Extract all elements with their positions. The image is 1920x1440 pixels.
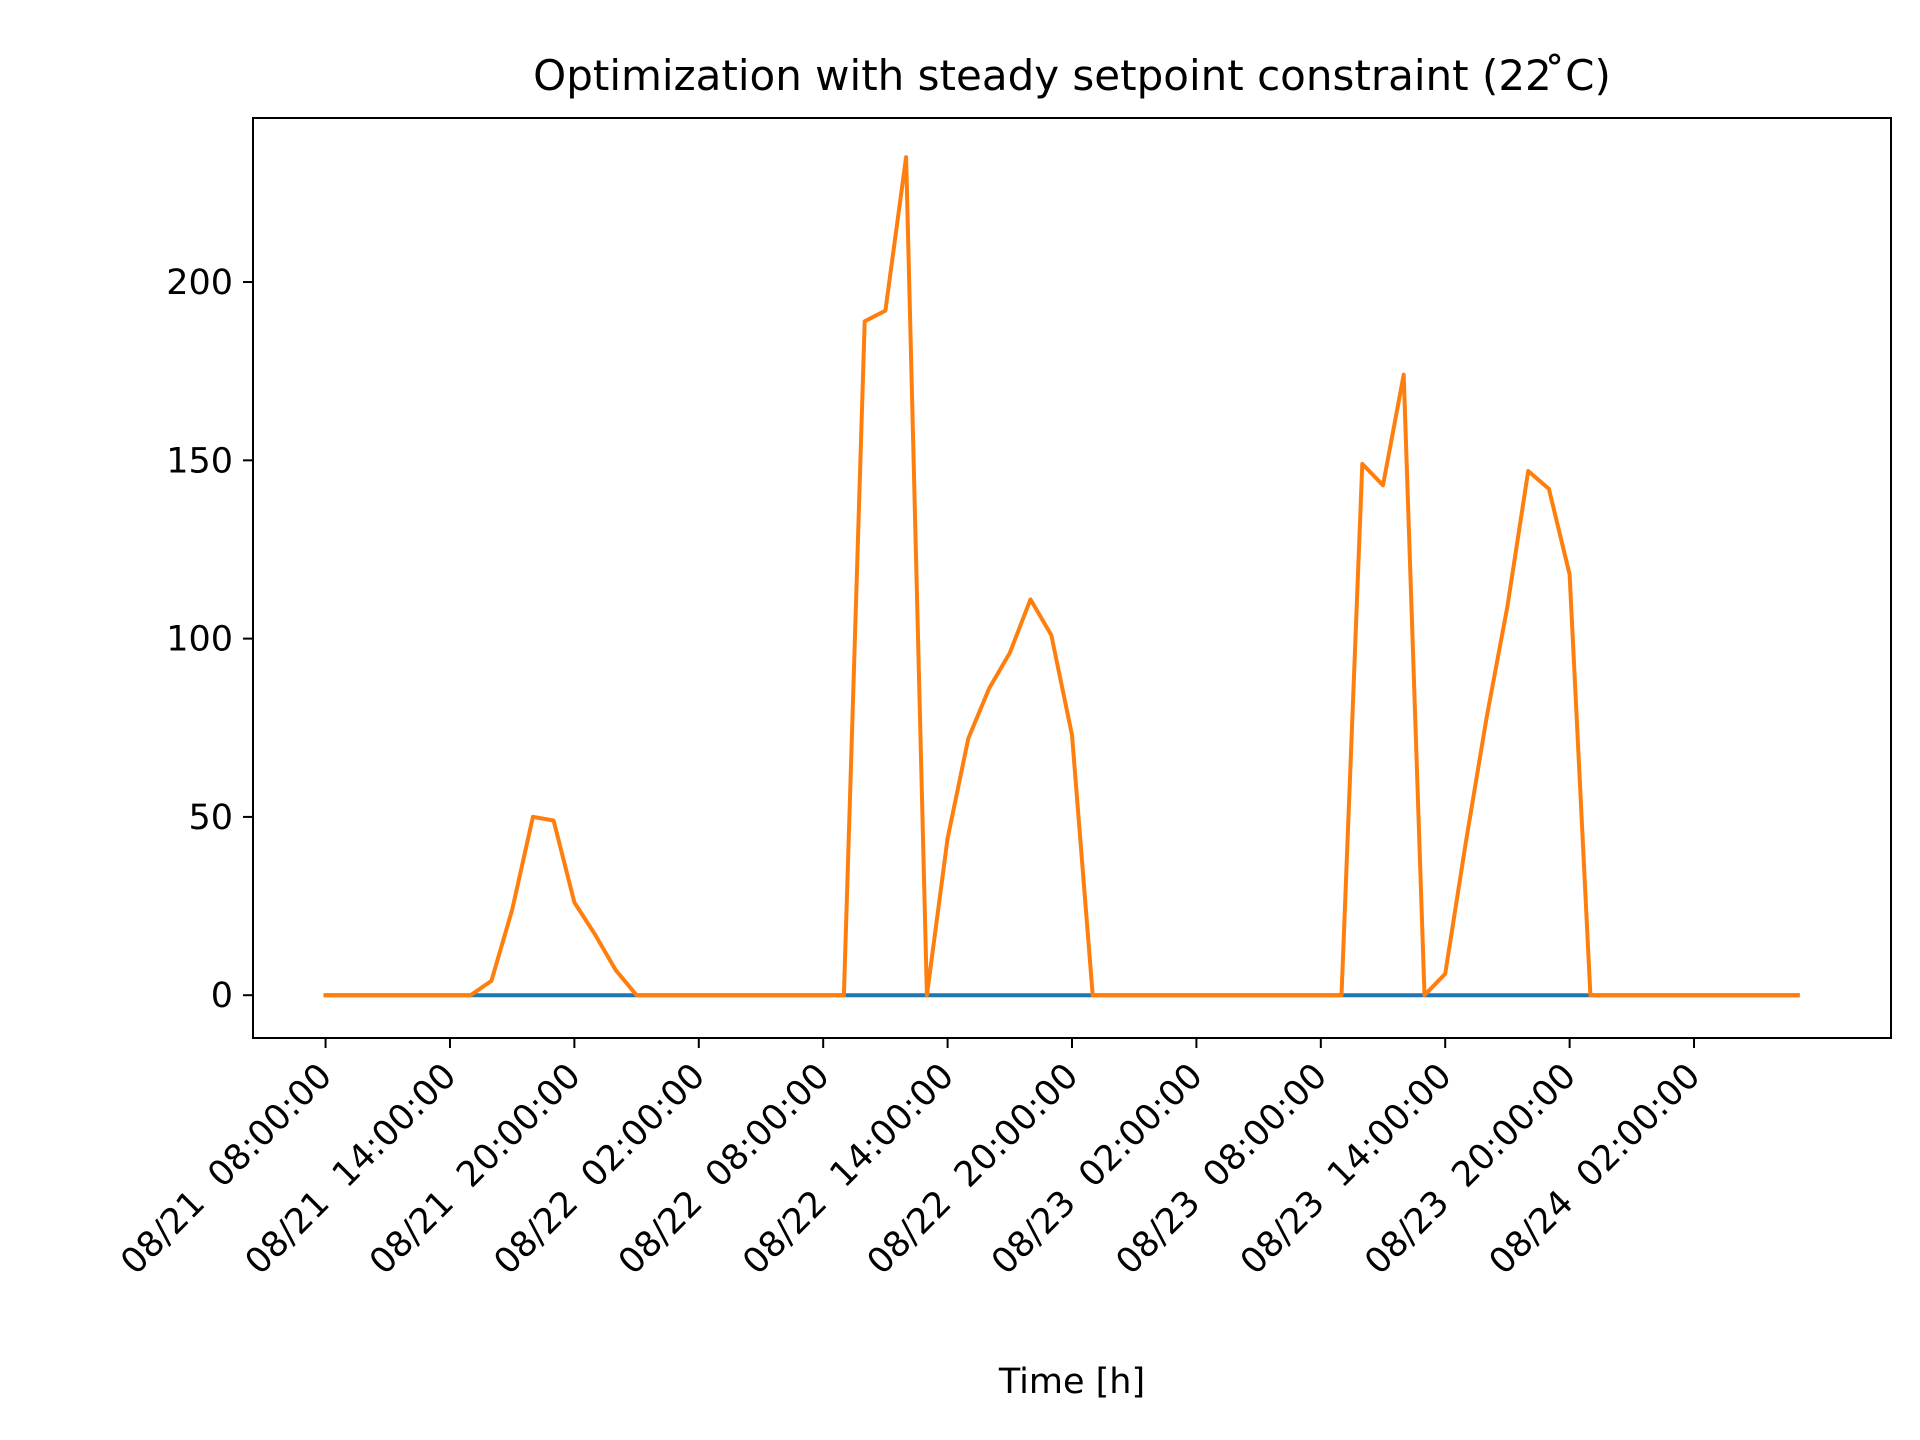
y-tick-label: 50	[188, 798, 233, 838]
y-axis-ticks: 0 50 100 150 200	[166, 263, 253, 1016]
series-lines	[323, 155, 1800, 998]
series-line-2	[323, 155, 1800, 998]
y-tick-label: 150	[166, 441, 233, 481]
y-tick-label: 100	[166, 620, 233, 660]
x-axis-label: Time [h]	[998, 1362, 1145, 1402]
y-tick-label: 0	[211, 976, 233, 1016]
chart-title: Optimization with steady setpoint constr…	[533, 51, 1611, 100]
y-tick-label: 200	[166, 263, 233, 303]
